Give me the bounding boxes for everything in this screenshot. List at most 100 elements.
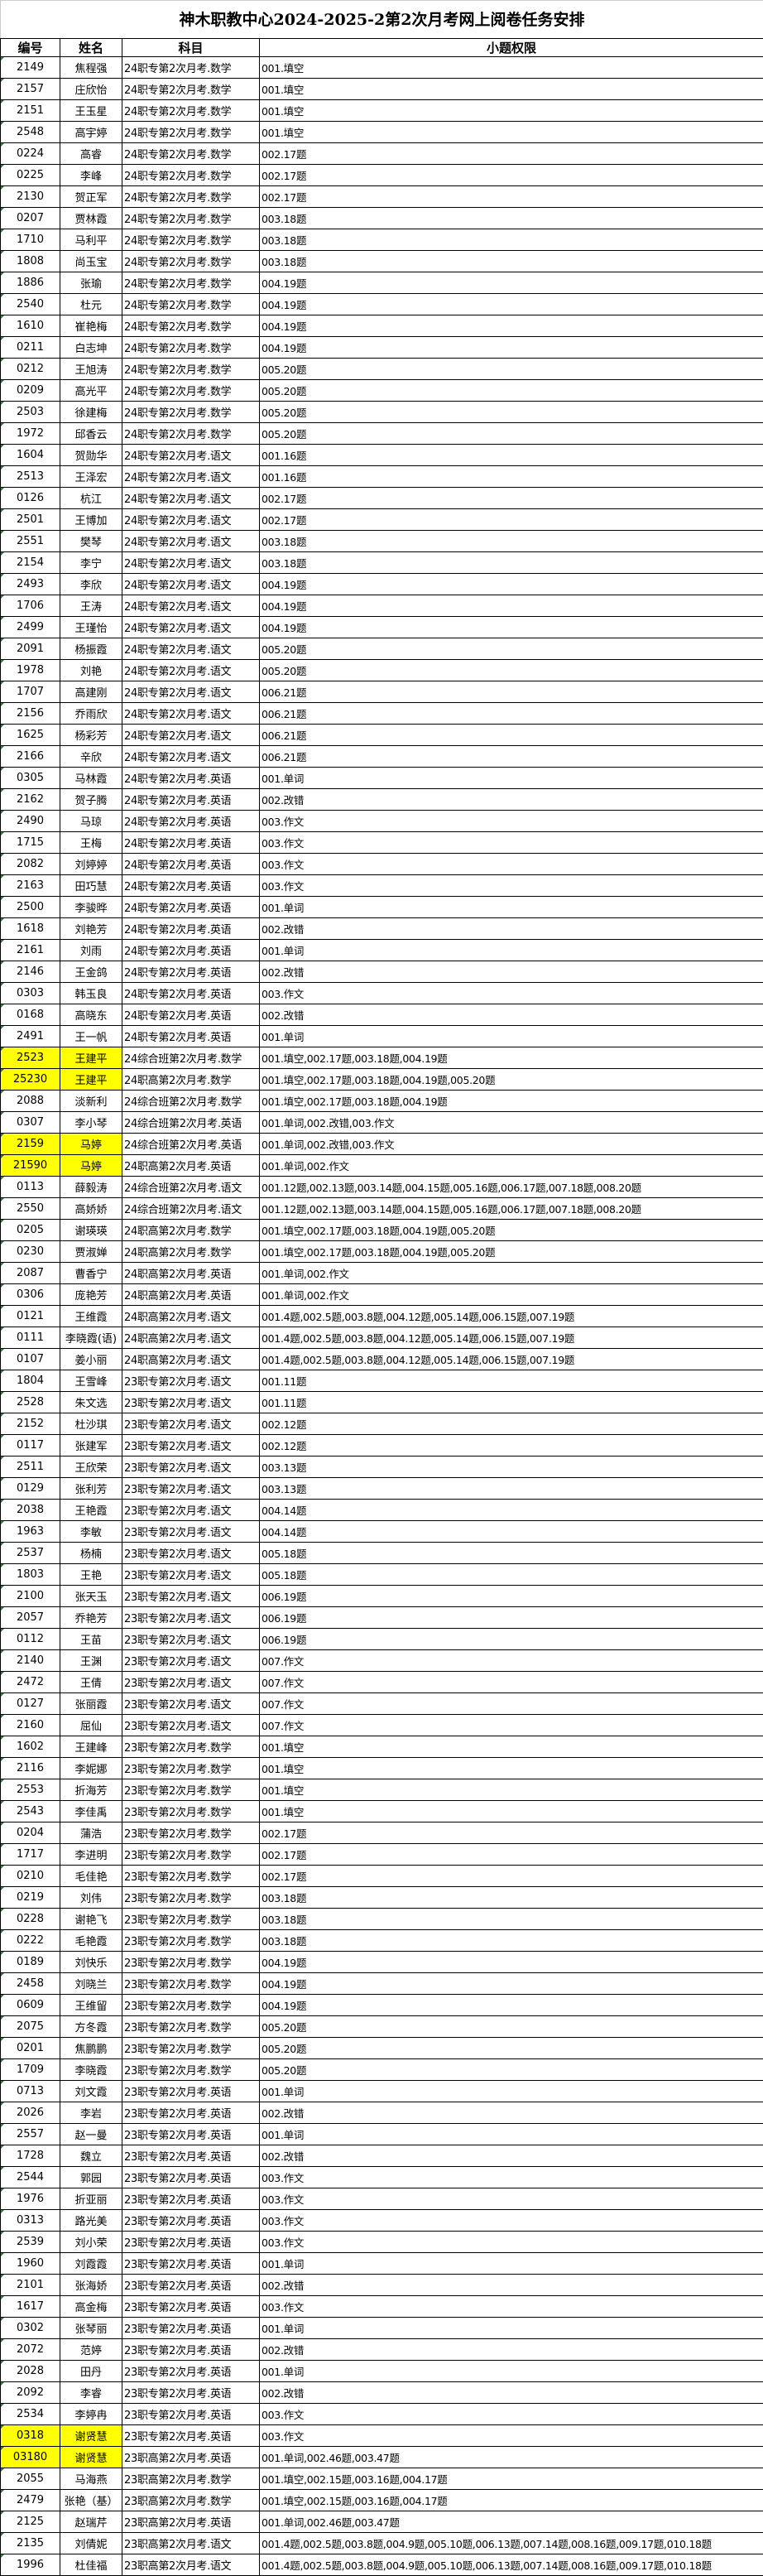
cell-id[interactable]: 0302: [1, 2318, 60, 2339]
cell-subject[interactable]: 24职专第2次月考.英语: [122, 789, 260, 811]
cell-name[interactable]: 杜佳福: [60, 2554, 122, 2576]
cell-name[interactable]: 曹香宁: [60, 1263, 122, 1284]
cell-name[interactable]: 刘霞霞: [60, 2253, 122, 2275]
cell-permissions[interactable]: 003.作文: [260, 2167, 763, 2188]
cell-name[interactable]: 马利平: [60, 229, 122, 251]
cell-permissions[interactable]: 001.12题,002.13题,003.14题,004.15题,005.16题,…: [260, 1198, 763, 1220]
cell-name[interactable]: 王艳: [60, 1564, 122, 1586]
cell-id[interactable]: 2490: [1, 811, 60, 832]
cell-name[interactable]: 赵一曼: [60, 2124, 122, 2145]
cell-id[interactable]: 0111: [1, 1327, 60, 1349]
cell-subject[interactable]: 24职专第2次月考.英语: [122, 832, 260, 854]
cell-permissions[interactable]: 003.18题: [260, 229, 763, 251]
cell-id[interactable]: 2537: [1, 1543, 60, 1564]
cell-permissions[interactable]: 005.20题: [260, 660, 763, 681]
cell-subject[interactable]: 23职专第2次月考.语文: [122, 1392, 260, 1413]
cell-id[interactable]: 2028: [1, 2361, 60, 2382]
cell-id[interactable]: 1610: [1, 315, 60, 337]
cell-id[interactable]: 2499: [1, 617, 60, 638]
cell-permissions[interactable]: 001.4题,002.5题,003.8题,004.9题,005.10题,006.…: [260, 2554, 763, 2576]
cell-permissions[interactable]: 006.21题: [260, 725, 763, 746]
cell-name[interactable]: 白志坤: [60, 337, 122, 359]
cell-subject[interactable]: 24职专第2次月考.英语: [122, 811, 260, 832]
cell-name[interactable]: 李妮娜: [60, 1758, 122, 1779]
cell-id[interactable]: 2553: [1, 1779, 60, 1801]
cell-permissions[interactable]: 001.填空,002.15题,003.16题,004.17题: [260, 2468, 763, 2490]
cell-id[interactable]: 1710: [1, 229, 60, 251]
cell-subject[interactable]: 24职高第2次月考.语文: [122, 1327, 260, 1349]
cell-permissions[interactable]: 002.改错: [260, 918, 763, 940]
cell-subject[interactable]: 24职专第2次月考.英语: [122, 940, 260, 961]
cell-name[interactable]: 邱香云: [60, 423, 122, 445]
cell-subject[interactable]: 23职专第2次月考.语文: [122, 1543, 260, 1564]
cell-id[interactable]: 1706: [1, 595, 60, 617]
cell-permissions[interactable]: 004.19题: [260, 337, 763, 359]
cell-subject[interactable]: 23职专第2次月考.语文: [122, 1500, 260, 1521]
cell-subject[interactable]: 24综合班第2次月考.英语: [122, 1112, 260, 1134]
cell-subject[interactable]: 24职高第2次月考.数学: [122, 1069, 260, 1091]
cell-permissions[interactable]: 001.填空: [260, 122, 763, 143]
cell-subject[interactable]: 23职专第2次月考.数学: [122, 1801, 260, 1822]
cell-name[interactable]: 刘伟: [60, 1887, 122, 1909]
cell-name[interactable]: 贺子腾: [60, 789, 122, 811]
cell-subject[interactable]: 23职专第2次月考.英语: [122, 2425, 260, 2447]
cell-subject[interactable]: 23职专第2次月考.语文: [122, 1586, 260, 1607]
cell-subject[interactable]: 24职专第2次月考.数学: [122, 337, 260, 359]
cell-subject[interactable]: 23职专第2次月考.语文: [122, 1564, 260, 1586]
cell-subject[interactable]: 24职专第2次月考.数学: [122, 208, 260, 229]
cell-permissions[interactable]: 003.作文: [260, 2210, 763, 2232]
cell-subject[interactable]: 24职专第2次月考.语文: [122, 746, 260, 768]
cell-permissions[interactable]: 001.单词: [260, 940, 763, 961]
cell-subject[interactable]: 23职专第2次月考.数学: [122, 2059, 260, 2081]
cell-id[interactable]: 2157: [1, 79, 60, 100]
cell-subject[interactable]: 23职专第2次月考.英语: [122, 2210, 260, 2232]
cell-id[interactable]: 1804: [1, 1370, 60, 1392]
cell-id[interactable]: 2152: [1, 1413, 60, 1435]
cell-name[interactable]: 谢瑛瑛: [60, 1220, 122, 1241]
cell-name[interactable]: 李骏晔: [60, 897, 122, 918]
cell-name[interactable]: 范婷: [60, 2339, 122, 2361]
cell-id[interactable]: 2075: [1, 2016, 60, 2038]
cell-id[interactable]: 2539: [1, 2232, 60, 2253]
cell-subject[interactable]: 23职专第2次月考.数学: [122, 1866, 260, 1887]
cell-permissions[interactable]: 001.11题: [260, 1370, 763, 1392]
cell-name[interactable]: 李岩: [60, 2102, 122, 2124]
cell-id[interactable]: 21590: [1, 1155, 60, 1177]
cell-permissions[interactable]: 003.作文: [260, 854, 763, 875]
cell-subject[interactable]: 24综合班第2次月考.数学: [122, 1091, 260, 1112]
cell-subject[interactable]: 23职专第2次月考.英语: [122, 2275, 260, 2296]
cell-subject[interactable]: 24职高第2次月考.语文: [122, 1306, 260, 1327]
cell-name[interactable]: 杨彩芳: [60, 725, 122, 746]
cell-subject[interactable]: 24职专第2次月考.数学: [122, 229, 260, 251]
cell-subject[interactable]: 23职专第2次月考.语文: [122, 1435, 260, 1457]
cell-subject[interactable]: 23职专第2次月考.英语: [122, 2081, 260, 2102]
cell-name[interactable]: 朱文选: [60, 1392, 122, 1413]
cell-subject[interactable]: 23职专第2次月考.语文: [122, 1370, 260, 1392]
cell-name[interactable]: 折海芳: [60, 1779, 122, 1801]
cell-name[interactable]: 乔雨欣: [60, 703, 122, 725]
cell-subject[interactable]: 23职专第2次月考.数学: [122, 1952, 260, 1973]
cell-id[interactable]: 0207: [1, 208, 60, 229]
cell-name[interactable]: 王渊: [60, 1650, 122, 1672]
cell-id[interactable]: 0230: [1, 1241, 60, 1263]
cell-id[interactable]: 2548: [1, 122, 60, 143]
cell-id[interactable]: 2100: [1, 1586, 60, 1607]
cell-subject[interactable]: 23职高第2次月考.语文: [122, 2554, 260, 2576]
cell-permissions[interactable]: 001.单词,002.改错,003.作文: [260, 1112, 763, 1134]
cell-subject[interactable]: 24职专第2次月考.英语: [122, 897, 260, 918]
cell-permissions[interactable]: 004.19题: [260, 1952, 763, 1973]
cell-permissions[interactable]: 003.18题: [260, 552, 763, 574]
cell-id[interactable]: 0121: [1, 1306, 60, 1327]
cell-permissions[interactable]: 001.单词: [260, 2124, 763, 2145]
cell-id[interactable]: 0209: [1, 380, 60, 402]
cell-name[interactable]: 刘雨: [60, 940, 122, 961]
cell-name[interactable]: 张瑜: [60, 272, 122, 294]
cell-name[interactable]: 魏立: [60, 2145, 122, 2167]
cell-id[interactable]: 2135: [1, 2533, 60, 2554]
cell-name[interactable]: 田丹: [60, 2361, 122, 2382]
cell-name[interactable]: 王维霞: [60, 1306, 122, 1327]
cell-subject[interactable]: 24职专第2次月考.语文: [122, 574, 260, 595]
cell-subject[interactable]: 24职高第2次月考.语文: [122, 1349, 260, 1370]
cell-permissions[interactable]: 002.17题: [260, 1822, 763, 1844]
cell-name[interactable]: 李小琴: [60, 1112, 122, 1134]
